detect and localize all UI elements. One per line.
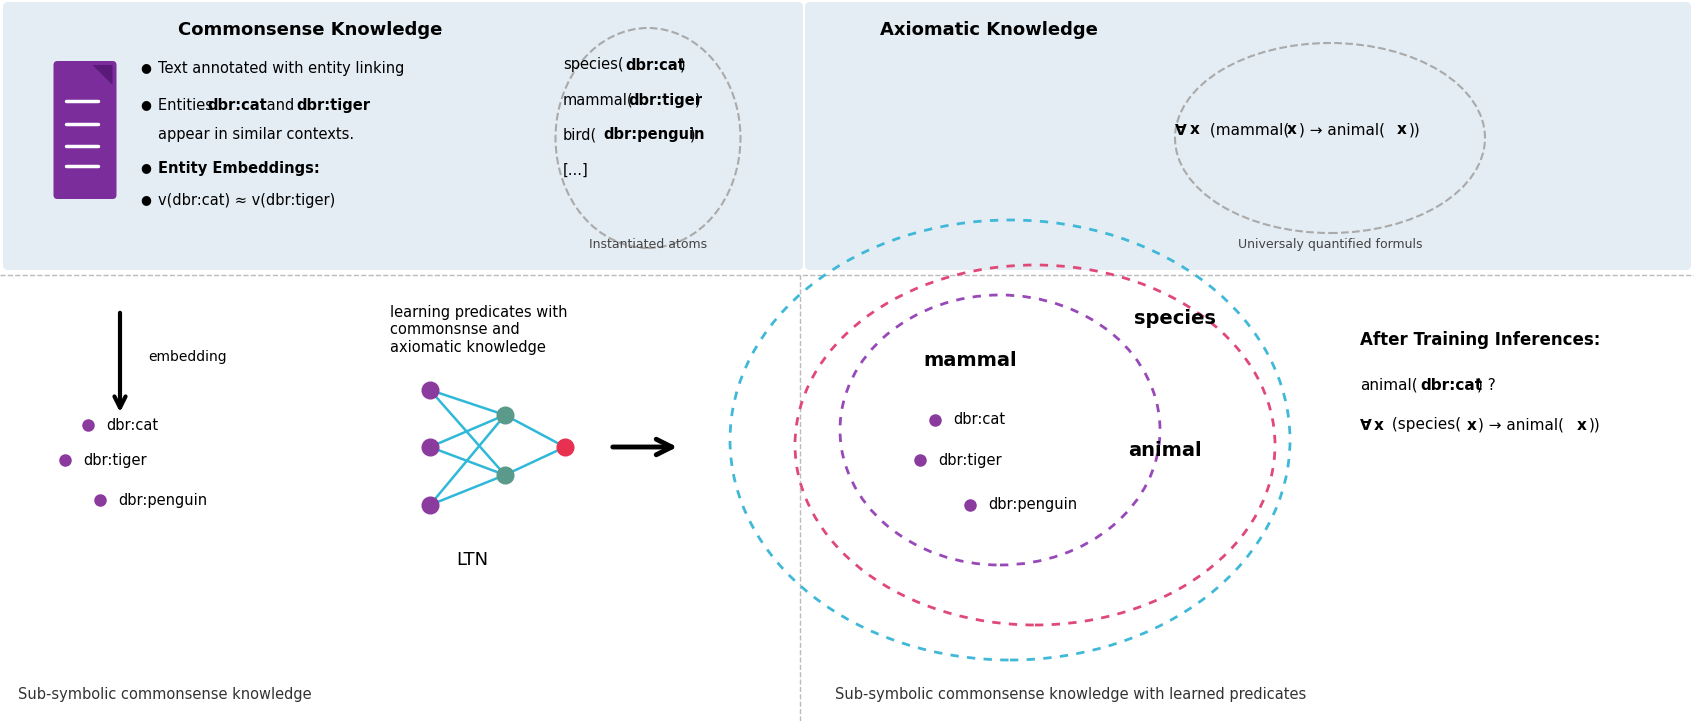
Text: mammal: mammal — [923, 350, 1016, 369]
Text: x: x — [1189, 123, 1199, 138]
Text: After Training Inferences:: After Training Inferences: — [1360, 331, 1601, 349]
Text: embedding: embedding — [147, 350, 227, 364]
Text: ) ?: ) ? — [1477, 378, 1496, 392]
Text: species(: species( — [562, 58, 623, 73]
FancyBboxPatch shape — [54, 61, 117, 199]
Text: dbr:penguin: dbr:penguin — [119, 492, 207, 508]
Text: x: x — [1467, 417, 1477, 433]
Text: dbr:cat: dbr:cat — [625, 58, 684, 73]
Text: species: species — [1133, 309, 1216, 327]
Text: bird(: bird( — [562, 128, 598, 143]
Text: ): ) — [689, 128, 696, 143]
Text: dbr:tiger: dbr:tiger — [83, 453, 147, 467]
Text: x: x — [1374, 417, 1384, 433]
Text: x: x — [1577, 417, 1587, 433]
Text: Instantiated atoms: Instantiated atoms — [590, 239, 706, 252]
Text: ●: ● — [141, 193, 151, 206]
Text: )): )) — [1589, 417, 1601, 433]
Text: ∀: ∀ — [1176, 123, 1187, 138]
Text: dbr:cat: dbr:cat — [207, 97, 266, 112]
Text: Text annotated with entity linking: Text annotated with entity linking — [158, 61, 405, 76]
Text: ●: ● — [141, 61, 151, 74]
Text: ): ) — [679, 58, 686, 73]
Text: ∀: ∀ — [1360, 417, 1372, 433]
Text: mammal(: mammal( — [562, 92, 634, 107]
Text: Sub-symbolic commonsense knowledge: Sub-symbolic commonsense knowledge — [19, 688, 312, 702]
Text: )): )) — [1409, 123, 1421, 138]
Text: ) → animal(: ) → animal( — [1477, 417, 1564, 433]
Text: Commonsense Knowledge: Commonsense Knowledge — [178, 21, 442, 39]
Text: dbr:penguin: dbr:penguin — [603, 128, 705, 143]
Text: ●: ● — [141, 162, 151, 174]
Text: dbr:cat: dbr:cat — [1420, 378, 1482, 392]
Text: x: x — [1398, 123, 1408, 138]
Text: ): ) — [695, 92, 701, 107]
Text: ) → animal(: ) → animal( — [1299, 123, 1386, 138]
Text: [...]: [...] — [562, 162, 590, 177]
Text: dbr:tiger: dbr:tiger — [938, 453, 1001, 467]
Text: LTN: LTN — [456, 551, 488, 569]
Text: dbr:cat: dbr:cat — [954, 412, 1005, 428]
Text: Universaly quantified formuls: Universaly quantified formuls — [1238, 239, 1423, 252]
Polygon shape — [93, 65, 112, 85]
Text: animal(: animal( — [1360, 378, 1418, 392]
Text: Axiomatic Knowledge: Axiomatic Knowledge — [879, 21, 1098, 39]
Text: Entity Embeddings:: Entity Embeddings: — [158, 161, 320, 175]
Text: v(dbr:cat) ≈ v(dbr:tiger): v(dbr:cat) ≈ v(dbr:tiger) — [158, 193, 335, 208]
Text: ●: ● — [141, 99, 151, 112]
Text: Entities: Entities — [158, 97, 217, 112]
Text: (species(: (species( — [1387, 417, 1462, 433]
Text: (mammal(: (mammal( — [1204, 123, 1289, 138]
Text: Sub-symbolic commonsense knowledge with learned predicates: Sub-symbolic commonsense knowledge with … — [835, 688, 1306, 702]
Text: appear in similar contexts.: appear in similar contexts. — [158, 128, 354, 143]
FancyBboxPatch shape — [805, 2, 1691, 270]
Text: x: x — [1287, 123, 1298, 138]
Text: learning predicates with
commonsnse and
axiomatic knowledge: learning predicates with commonsnse and … — [390, 305, 567, 355]
Text: dbr:penguin: dbr:penguin — [988, 497, 1077, 513]
Text: dbr:tiger: dbr:tiger — [628, 92, 701, 107]
Text: animal: animal — [1128, 441, 1201, 459]
FancyBboxPatch shape — [3, 2, 803, 270]
Text: dbr:cat: dbr:cat — [107, 417, 158, 433]
Text: and: and — [263, 97, 298, 112]
Text: dbr:tiger: dbr:tiger — [296, 97, 369, 112]
